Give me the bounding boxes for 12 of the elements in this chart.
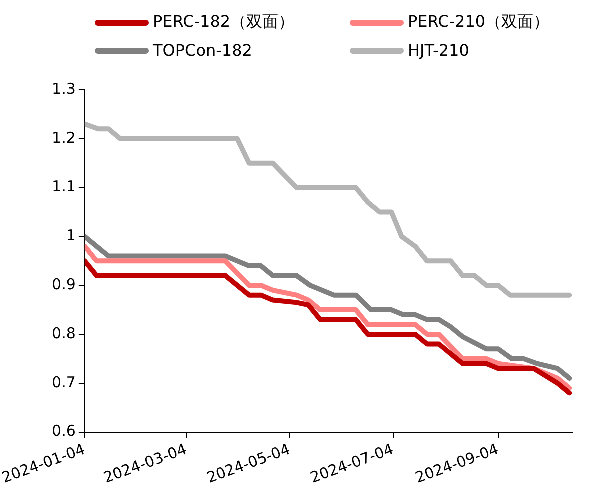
legend-label: PERC-210（双面） (408, 12, 550, 33)
y-tick-label: 0.6 (52, 422, 76, 440)
legend-label: HJT-210 (408, 41, 470, 60)
y-tick-label: 1.2 (52, 128, 76, 147)
legend-label: PERC-182（双面） (153, 12, 295, 33)
legend-label: TOPCon-182 (153, 41, 252, 60)
y-tick-label: 1.1 (52, 178, 76, 196)
y-tick-label: 1 (66, 226, 76, 245)
y-tick-label: 0.9 (52, 275, 76, 294)
y-tick-label: 1.3 (52, 80, 76, 98)
y-tick-label: 0.8 (52, 324, 76, 342)
y-tick-label: 0.7 (52, 373, 76, 392)
